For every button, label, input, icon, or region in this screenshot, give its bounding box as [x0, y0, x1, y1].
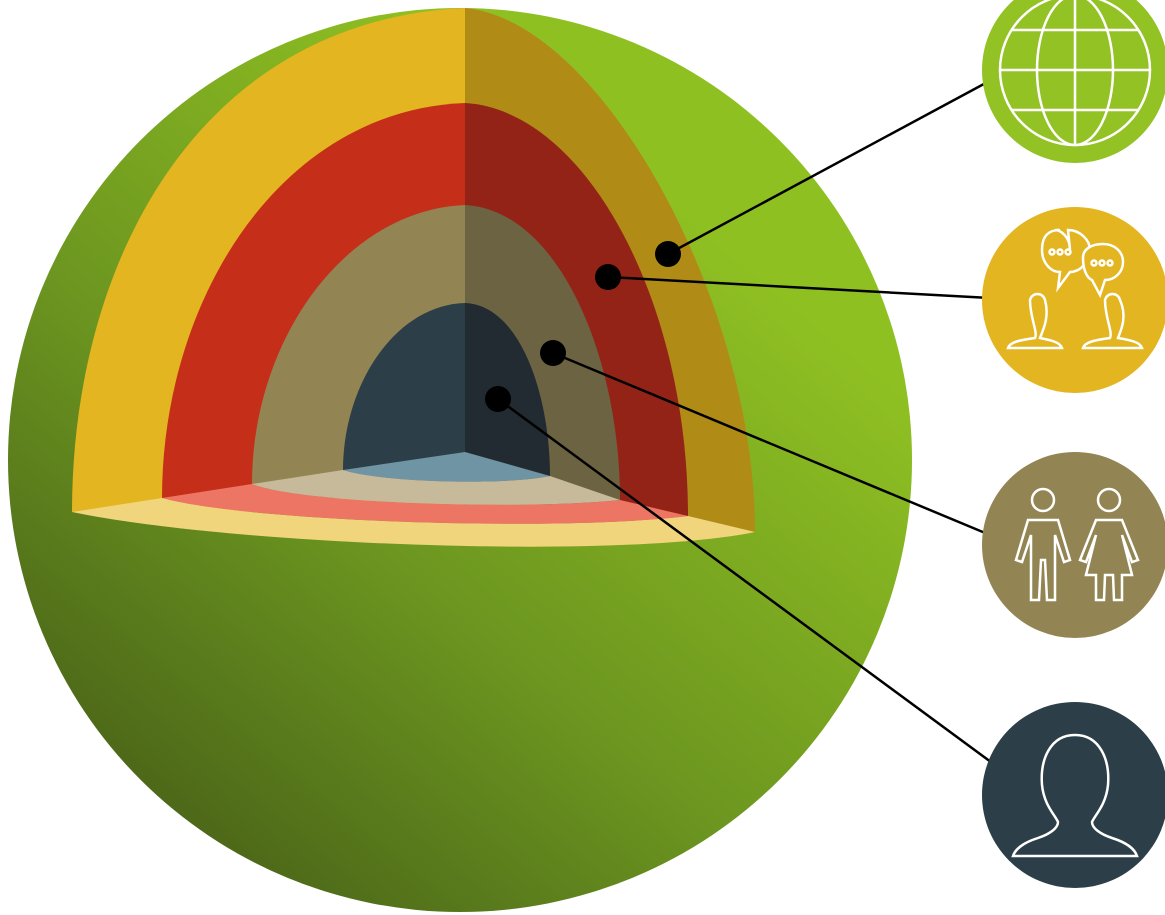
connector-dot-community — [595, 264, 621, 290]
conversation-icon — [1006, 228, 1144, 350]
connector-line-global — [667, 76, 996, 256]
person-icon — [1011, 733, 1139, 858]
floor-band-1 — [72, 498, 755, 547]
connector-dot-global — [655, 241, 681, 267]
connector-line-individual — [497, 397, 996, 767]
badge-community — [982, 207, 1165, 393]
connector-dot-relationships — [540, 340, 566, 366]
floor-band-3 — [252, 470, 620, 505]
badge-relationships — [982, 452, 1165, 638]
shell-4-side — [465, 303, 550, 476]
connector-line-community — [607, 275, 991, 300]
badge-global — [982, 0, 1165, 163]
couple-icon — [1014, 487, 1140, 602]
connector-line-relationships — [552, 351, 991, 537]
floor-band-2 — [162, 484, 688, 524]
shell-4-front — [343, 303, 465, 470]
floor-band-4 — [343, 452, 550, 482]
connector-dot-individual — [485, 386, 511, 412]
badge-individual — [982, 702, 1165, 888]
globe-icon — [998, 0, 1152, 147]
